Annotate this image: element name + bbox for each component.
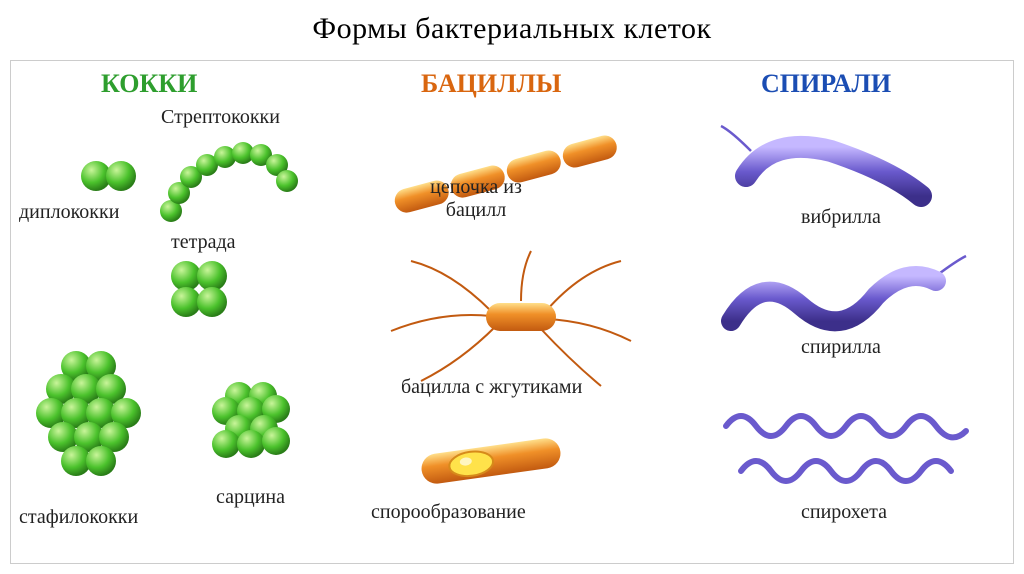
diplococci-shape — [76, 156, 146, 196]
label-spirochete: спирохета — [801, 501, 887, 524]
label-spore: спорообразование — [371, 501, 526, 524]
header-spirals: СПИРАЛИ — [761, 69, 891, 99]
streptococci-shape — [151, 131, 311, 231]
label-bacillus-chain: цепочка из бацилл — [411, 176, 541, 222]
page-title: Формы бактериальных клеток — [0, 0, 1024, 46]
tetrad-shape — [166, 256, 236, 326]
header-bacilli: БАЦИЛЛЫ — [421, 69, 561, 99]
sarcina-shape — [201, 371, 311, 481]
label-sarcina: сарцина — [216, 486, 285, 509]
spirochete-shape — [711, 381, 991, 501]
label-tetrad: тетрада — [171, 231, 236, 254]
label-spirilla: спирилла — [801, 336, 881, 359]
label-staphylococci: стафилококки — [19, 506, 138, 529]
staphylococci-shape — [21, 341, 171, 501]
label-vibrilla: вибрилла — [801, 206, 881, 229]
header-cocci: КОККИ — [101, 69, 197, 99]
spore-shape — [401, 431, 581, 491]
diagram-area: КОККИ БАЦИЛЛЫ СПИРАЛИ Стрептококки — [10, 60, 1014, 564]
label-bacillus-flagella: бацилла с жгутиками — [401, 376, 582, 399]
label-diplococci: диплококки — [19, 201, 119, 224]
label-streptococci: Стрептококки — [161, 106, 280, 129]
